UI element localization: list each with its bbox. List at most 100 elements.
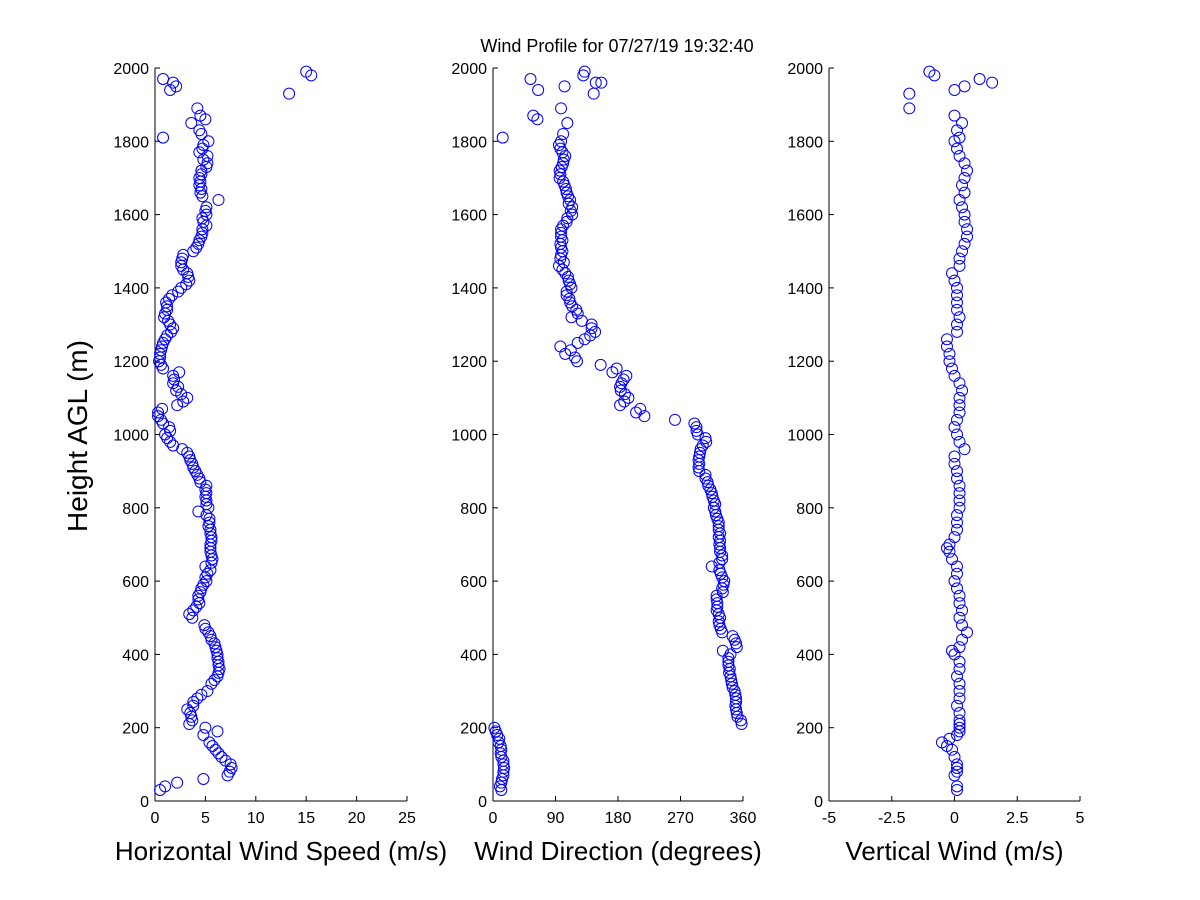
speed-data-point (202, 626, 215, 639)
vertical-wind-data-point (961, 626, 974, 639)
speed-x-tick-label: 25 (398, 810, 416, 827)
speed-data-point (199, 622, 212, 635)
direction-data-point (498, 762, 511, 775)
speed-data-point (177, 395, 190, 408)
speed-data-point (199, 560, 212, 573)
speed-data-point (167, 322, 180, 335)
speed-data-point (195, 688, 208, 701)
vertical-wind-data-point (951, 582, 964, 595)
direction-data-point (729, 688, 742, 701)
speed-data-point (194, 109, 207, 122)
vertical-wind-data-point (940, 333, 953, 346)
vertical-wind-data-point (961, 223, 974, 236)
vertical-wind-data-point (953, 252, 966, 265)
speed-data-point (210, 644, 223, 657)
speed-data-point (187, 696, 200, 709)
direction-data-point (722, 655, 735, 668)
vertical-wind-y-tick-label: 1600 (787, 208, 823, 225)
direction-data-point (618, 395, 631, 408)
speed-data-point (177, 248, 190, 261)
direction-data-point (726, 630, 739, 643)
vertical-wind-data-point (953, 655, 966, 668)
direction-y-tick-label: 400 (460, 647, 487, 664)
direction-data-point (699, 472, 712, 485)
speed-data-point (183, 608, 196, 621)
vertical-wind-data-point (948, 83, 961, 96)
vertical-wind-data-point (951, 465, 964, 478)
speed-data-point (155, 413, 168, 426)
speed-data-point (202, 135, 215, 148)
vertical-wind-data-point (956, 201, 969, 214)
direction-data-point (606, 366, 619, 379)
vertical-wind-data-point (986, 76, 999, 89)
vertical-wind-y-tick-label: 1000 (787, 428, 823, 445)
speed-data-point (152, 410, 165, 423)
speed-data-point (201, 567, 214, 580)
vertical-wind-data-point (953, 399, 966, 412)
vertical-wind-data-point (953, 377, 966, 390)
vertical-wind-data-point (945, 267, 958, 280)
vertical-wind-data-point (958, 186, 971, 199)
vertical-wind-y-tick-label: 2000 (787, 61, 823, 78)
vertical-wind-data-point (953, 714, 966, 727)
speed-data-point (197, 773, 210, 786)
speed-data-point (167, 76, 180, 89)
vertical-wind-data-point (961, 230, 974, 243)
direction-data-point (620, 369, 633, 382)
direction-data-point (711, 597, 724, 610)
vertical-wind-data-point (951, 516, 964, 529)
speed-data-point (181, 703, 194, 716)
speed-y-tick-label: 1800 (113, 134, 149, 151)
vertical-wind-data-point (951, 567, 964, 580)
vertical-wind-data-point (945, 362, 958, 375)
speed-data-point (194, 476, 207, 489)
direction-data-point (554, 340, 567, 353)
speed-x-tick-label: 0 (151, 810, 160, 827)
speed-data-point (212, 747, 225, 760)
speed-data-point (208, 674, 221, 687)
speed-data-point (187, 245, 200, 258)
vertical-wind-data-point (951, 765, 964, 778)
vertical-wind-data-point (953, 311, 966, 324)
speed-data-point (159, 780, 172, 793)
direction-data-point (710, 593, 723, 606)
vertical-wind-data-point (953, 707, 966, 720)
direction-y-tick-label: 2000 (451, 61, 487, 78)
speed-x-tick-label: 10 (247, 810, 265, 827)
vertical-wind-data-point (903, 102, 916, 115)
speed-y-tick-label: 800 (122, 501, 149, 518)
direction-x-axis-label: Wind Direction (degrees) (474, 836, 762, 866)
direction-data-point (564, 296, 577, 309)
vertical-wind-data-point (951, 303, 964, 316)
direction-data-point (562, 274, 575, 287)
vertical-wind-data-point (948, 274, 961, 287)
vertical-wind-data-point (951, 670, 964, 683)
direction-data-point (699, 432, 712, 445)
speed-data-point (212, 193, 225, 206)
speed-data-point (191, 102, 204, 115)
direction-data-point (555, 226, 568, 239)
speed-data-point (219, 754, 232, 767)
direction-data-point (587, 87, 600, 100)
speed-data-point (152, 406, 165, 419)
speed-data-point (283, 87, 296, 100)
vertical-wind-data-point (951, 318, 964, 331)
speed-x-axis-label: Horizontal Wind Speed (m/s) (115, 836, 447, 866)
direction-data-point (561, 116, 574, 129)
direction-data-point (617, 373, 630, 386)
speed-data-point (205, 677, 218, 690)
direction-data-point (668, 413, 681, 426)
speed-y-tick-label: 400 (122, 647, 149, 664)
vertical-wind-data-point (953, 391, 966, 404)
vertical-wind-data-point (945, 644, 958, 657)
vertical-wind-data-point (953, 663, 966, 676)
direction-data-point (730, 641, 743, 654)
vertical-wind-data-point (956, 245, 969, 258)
vertical-wind-data-point (951, 142, 964, 155)
vertical-wind-data-point (953, 641, 966, 654)
speed-data-point (161, 329, 174, 342)
direction-data-point (589, 325, 602, 338)
direction-x-tick-label: 0 (489, 810, 498, 827)
vertical-wind-data-point (951, 780, 964, 793)
vertical-wind-data-point (951, 699, 964, 712)
